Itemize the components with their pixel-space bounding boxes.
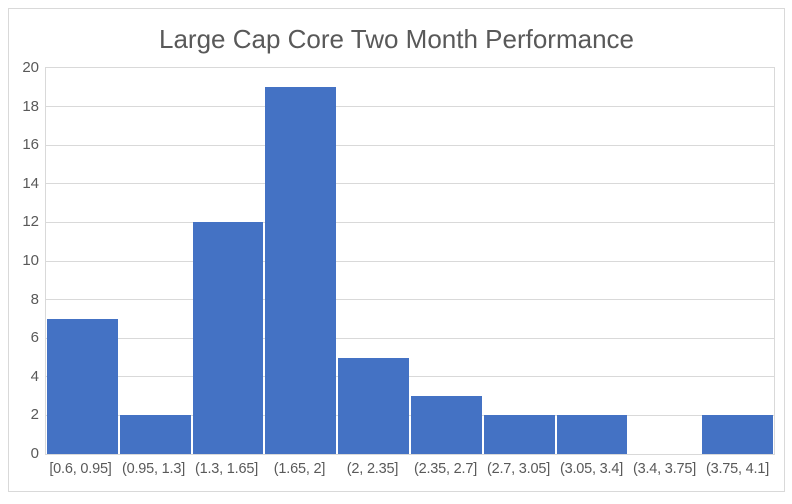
- gridline: [46, 260, 774, 262]
- y-tick-label: 12: [22, 213, 39, 231]
- gridline: [46, 144, 774, 146]
- bar: [338, 357, 409, 454]
- x-tick-label: (0.95, 1.3]: [121, 461, 186, 477]
- x-tick-label: [0.6, 0.95]: [49, 461, 112, 477]
- gridline: [46, 337, 774, 339]
- bar: [483, 415, 555, 454]
- bar: [119, 415, 191, 454]
- bar: [702, 415, 773, 454]
- plot-area: [45, 67, 775, 455]
- y-tick-label: 10: [22, 252, 39, 269]
- y-tick-label: 16: [22, 136, 39, 154]
- chart-frame: Large Cap Core Two Month Performance 0 2 4…: [8, 8, 785, 492]
- gridline: [46, 376, 774, 378]
- x-tick-label: (2.35, 2.7]: [413, 461, 478, 477]
- x-axis-tick-labels: [0.6, 0.95] (0.95, 1.3] (1.3, 1.65] (1.65, …: [44, 459, 774, 479]
- x-tick-label: (3.75, 4.1]: [705, 461, 770, 477]
- x-tick-label: (1.65, 2]: [273, 461, 326, 477]
- bar: [556, 415, 628, 454]
- y-tick-label: 18: [22, 97, 39, 115]
- y-tick-label: 20: [22, 59, 39, 76]
- gridline: [46, 299, 774, 301]
- x-tick-label: (1.3, 1.65]: [194, 461, 259, 477]
- bar: [265, 87, 337, 454]
- gridline: [46, 106, 774, 108]
- bar: [411, 396, 482, 454]
- y-axis-tick-labels: 0 2 4 6 8 10 12 14 16 18 20: [9, 59, 39, 462]
- bar: [192, 222, 264, 454]
- gridline: [46, 183, 774, 185]
- y-tick-label: 14: [22, 174, 39, 192]
- y-tick-label: 2: [30, 406, 39, 424]
- y-tick-label: 6: [30, 329, 39, 347]
- gridline: [46, 221, 774, 223]
- y-tick-label: 4: [30, 367, 39, 385]
- bar: [47, 318, 118, 454]
- gridline: [46, 414, 774, 416]
- x-tick-label: (3.05, 3.4]: [559, 461, 624, 477]
- x-tick-label: (2.7, 3.05]: [486, 461, 551, 477]
- x-tick-label: (3.4, 3.75]: [632, 461, 697, 477]
- chart-title: Large Cap Core Two Month Performance: [159, 24, 634, 54]
- x-tick-label: (2, 2.35]: [346, 461, 399, 477]
- y-tick-label: 0: [30, 445, 39, 462]
- y-tick-label: 8: [30, 290, 39, 308]
